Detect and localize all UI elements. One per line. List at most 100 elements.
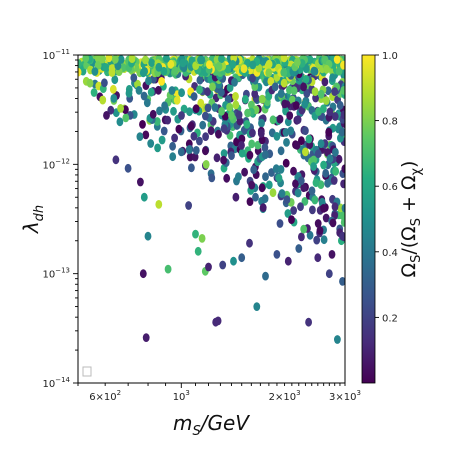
scatter-point [186, 152, 194, 162]
scatter-point [320, 204, 327, 213]
scatter-point [294, 115, 302, 124]
scatter-point [177, 147, 185, 157]
scatter-point [178, 88, 186, 98]
scatter-point [294, 188, 302, 198]
scatter-point [280, 55, 288, 63]
scatter-point [277, 165, 285, 174]
scatter-point [321, 77, 329, 87]
scatter-point [187, 121, 195, 131]
scatter-point [198, 234, 206, 243]
scatter-point [130, 73, 138, 83]
scatter-point [290, 206, 297, 215]
scatter-point [90, 88, 98, 97]
scatter-point [325, 269, 333, 279]
scatter-point [249, 128, 256, 138]
scatter-point [290, 86, 298, 96]
scatter-point [269, 115, 277, 125]
scatter-point [287, 126, 295, 136]
scatter-point [190, 92, 198, 101]
scatter-point [188, 163, 195, 173]
plot-frame [77, 54, 346, 384]
scatter-point [261, 143, 269, 153]
scatter-point [325, 127, 333, 137]
scatter-point [180, 104, 188, 114]
colorbar-tick-label: 0.8 [382, 117, 398, 128]
scatter-point [305, 134, 313, 144]
scatter-point [170, 106, 177, 116]
scatter-point [249, 60, 257, 70]
scatter-point [175, 124, 183, 134]
scatter-point [173, 95, 181, 105]
scatter-point [284, 256, 292, 266]
scatter-point [232, 100, 240, 110]
scatter-point [105, 55, 113, 63]
scatter-point [330, 176, 338, 185]
scatter-point [293, 57, 301, 67]
scatter-point [168, 86, 176, 95]
y-tick-label: 10−12 [42, 157, 70, 171]
scatter-point [258, 118, 265, 128]
scatter-point [128, 55, 136, 63]
scatter-point [302, 147, 309, 157]
scatter-point [280, 68, 288, 77]
scatter-point [163, 55, 170, 63]
scatter-point [271, 82, 279, 92]
scatter-point [142, 130, 150, 140]
scatter-point [252, 192, 259, 202]
scatter-point [329, 73, 336, 83]
scatter-point [248, 139, 256, 149]
scatter-point [244, 108, 252, 118]
scatter-point [179, 58, 187, 68]
x-tick-label: 2×103 [269, 389, 301, 403]
scatter-point [229, 60, 237, 69]
scatter-point [277, 146, 285, 156]
scatter-point [196, 136, 203, 146]
scatter-point [301, 99, 309, 109]
scatter-point [311, 67, 319, 76]
scatter-point [322, 213, 330, 223]
colorbar-tick-label: 0.4 [382, 248, 398, 259]
scatter-point [155, 62, 163, 72]
scatter-point [283, 195, 291, 205]
scatter-point [322, 168, 330, 178]
scatter-point [140, 192, 148, 202]
scatter-point [267, 76, 275, 86]
scatter-point [250, 165, 258, 175]
y-tick-label: 10−13 [42, 267, 70, 281]
scatter-point [339, 277, 345, 286]
scatter-point [336, 100, 344, 110]
scatter-point [192, 229, 199, 239]
colorbar-title: ΩS/(ΩS + Ωχ) [398, 161, 424, 278]
scatter-point [308, 186, 316, 196]
scatter-point [246, 150, 254, 160]
scatter-point [147, 87, 155, 97]
scatter-point [300, 224, 308, 234]
scatter-point [202, 160, 210, 169]
scatter-point [196, 85, 203, 95]
scatter-point [297, 202, 304, 212]
scatter-point [306, 55, 314, 64]
scatter-point [108, 68, 116, 77]
scatter-point [292, 101, 300, 110]
scatter-point [107, 105, 115, 115]
scatter-point [102, 63, 110, 72]
scatter-point [265, 68, 273, 78]
scatter-point [326, 154, 334, 164]
scatter-point [218, 55, 225, 64]
x-tick-label: 3×103 [329, 389, 361, 403]
scatter-point [114, 61, 122, 71]
scatter-point [305, 317, 312, 327]
scatter-point [259, 203, 267, 213]
scatter-point [265, 59, 273, 69]
scatter-point [331, 112, 339, 121]
scatter-point [295, 244, 303, 253]
scatter-point [340, 60, 345, 70]
scatter-point [302, 126, 309, 136]
scatter-point [156, 106, 163, 116]
scatter-point [145, 76, 152, 86]
colorbar-tick-label: 0.6 [382, 182, 398, 193]
scatter-point [273, 132, 281, 141]
scatter-point [339, 231, 345, 241]
scatter-point [309, 205, 316, 215]
scatter-point [322, 96, 330, 105]
